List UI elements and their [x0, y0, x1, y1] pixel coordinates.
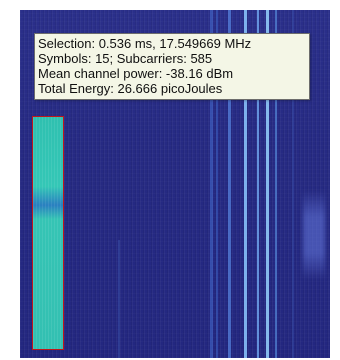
signal-streak [210, 10, 213, 358]
tooltip-energy: Total Energy: 26.666 picoJoules [38, 81, 223, 96]
selection-region[interactable] [32, 116, 64, 350]
signal-streak [266, 10, 269, 358]
tooltip-power: Mean channel power: -38.16 dBm [38, 66, 234, 81]
signal-streak [292, 10, 294, 358]
signal-streak [216, 10, 218, 358]
signal-haze [303, 190, 325, 280]
signal-streak [244, 10, 247, 358]
signal-streak [118, 240, 120, 358]
tooltip-selection: Selection: 0.536 ms, 17.549669 MHz [38, 36, 252, 51]
signal-streak [275, 10, 277, 358]
tooltip-symbols: Symbols: 15; Subcarriers: 585 [38, 51, 213, 66]
signal-streak [228, 10, 231, 358]
signal-streak [257, 10, 259, 358]
measurement-tooltip: Selection: 0.536 ms, 17.549669 MHz Symbo… [34, 33, 310, 100]
